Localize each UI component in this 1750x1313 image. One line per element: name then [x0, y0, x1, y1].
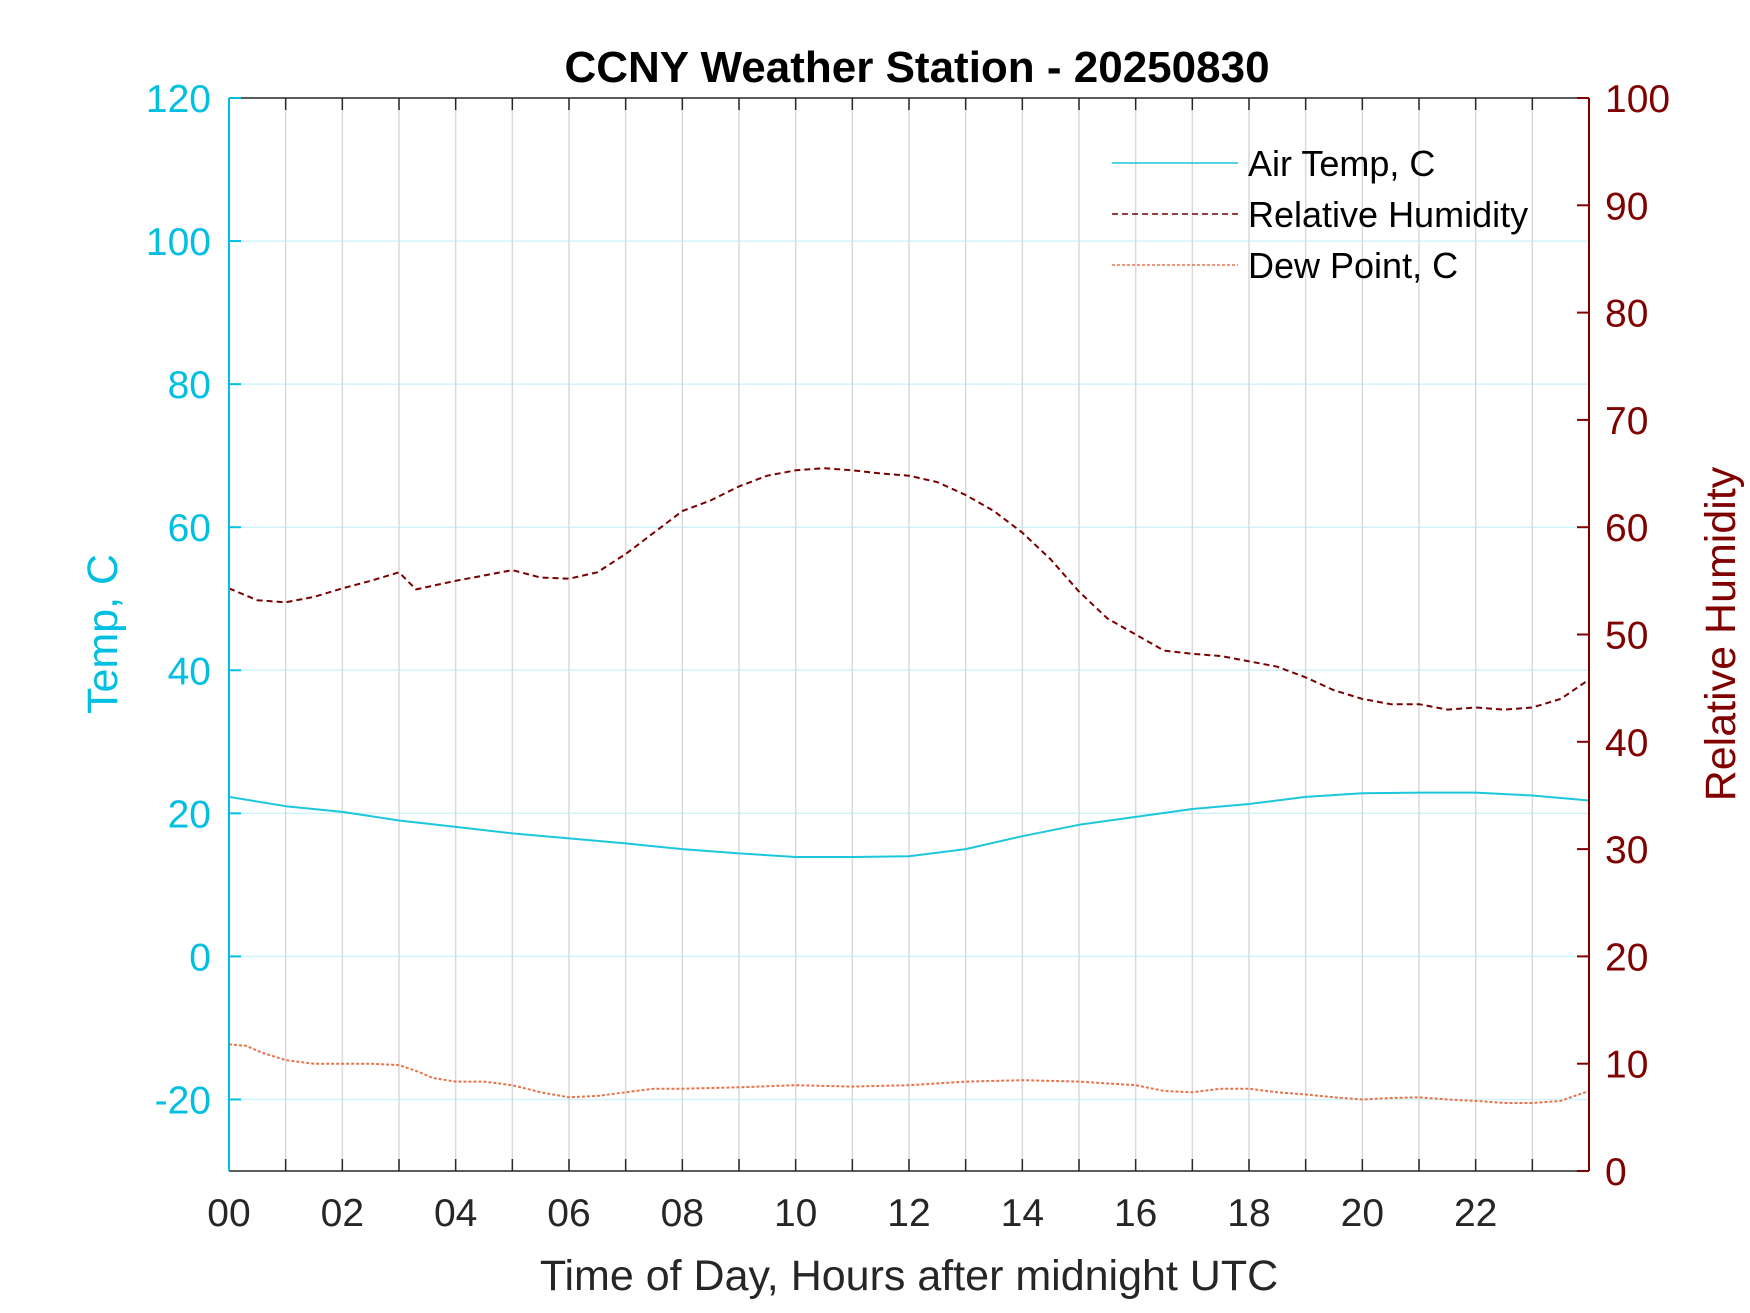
x-tick-label-0: 00 — [207, 1192, 250, 1235]
left-tick-label-1: 100 — [146, 221, 211, 264]
x-tick-label-4: 08 — [661, 1192, 704, 1235]
x-tick-label-7: 14 — [1001, 1192, 1044, 1235]
x-tick-label-3: 06 — [547, 1192, 590, 1235]
left-tick-label-5: 20 — [168, 793, 211, 836]
right-tick-label-9: 10 — [1605, 1044, 1648, 1087]
x-tick-label-8: 16 — [1114, 1192, 1157, 1235]
series-layer — [228, 467, 1590, 1104]
legend-label-air-temp: Air Temp, C — [1248, 143, 1435, 184]
right-tick-label-6: 40 — [1605, 722, 1648, 765]
chart-title: CCNY Weather Station - 20250830 — [564, 43, 1269, 92]
right-tick-label-2: 80 — [1605, 293, 1648, 336]
left-tick-label-3: 60 — [168, 507, 211, 550]
x-axis-ticks: 00 02 04 06 08 10 12 14 16 18 20 22 — [207, 98, 1534, 1235]
x-tick-label-6: 12 — [887, 1192, 930, 1235]
x-tick-label-5: 10 — [774, 1192, 817, 1235]
legend: Air Temp, C Relative Humidity Dew Point,… — [1112, 143, 1528, 286]
left-tick-label-4: 40 — [168, 650, 211, 693]
left-axis-label: Temp, C — [79, 554, 127, 714]
x-axis-label: Time of Day, Hours after midnight UTC — [540, 1252, 1278, 1300]
series-line-relative-humidity — [228, 467, 1590, 711]
x-tick-label-1: 02 — [321, 1192, 364, 1235]
x-tick-label-9: 18 — [1227, 1192, 1270, 1235]
left-axis-ticks: 120 100 80 60 40 20 0 -20 — [146, 78, 241, 1122]
x-tick-label-10: 20 — [1341, 1192, 1384, 1235]
right-axis-label: Relative Humidity — [1697, 466, 1745, 801]
right-tick-label-10: 0 — [1605, 1151, 1627, 1194]
x-tick-label-11: 22 — [1454, 1192, 1497, 1235]
series-line-air-temp-c — [228, 791, 1590, 858]
right-tick-label-8: 20 — [1605, 936, 1648, 979]
series-line-dew-point-c — [228, 1043, 1590, 1104]
legend-label-dew-point: Dew Point, C — [1248, 245, 1458, 286]
right-tick-label-1: 90 — [1605, 185, 1648, 228]
vertical-grid — [284, 98, 1534, 1171]
right-tick-label-7: 30 — [1605, 829, 1648, 872]
legend-label-humidity: Relative Humidity — [1248, 194, 1528, 235]
left-tick-label-7: -20 — [155, 1079, 211, 1122]
right-tick-label-4: 60 — [1605, 507, 1648, 550]
right-tick-label-0: 100 — [1605, 78, 1670, 121]
left-tick-label-2: 80 — [168, 364, 211, 407]
x-tick-label-2: 04 — [434, 1192, 477, 1235]
right-tick-label-5: 50 — [1605, 615, 1648, 658]
left-tick-label-6: 0 — [189, 936, 211, 979]
left-tick-label-0: 120 — [146, 78, 211, 121]
right-tick-label-3: 70 — [1605, 400, 1648, 443]
